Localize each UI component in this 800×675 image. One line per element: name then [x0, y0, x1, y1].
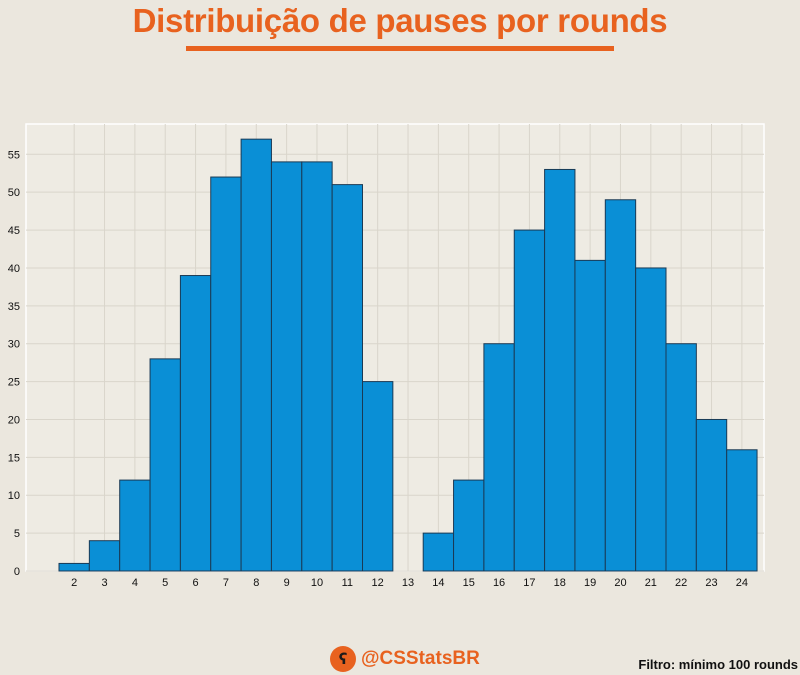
x-tick-label: 16 — [493, 577, 505, 589]
y-tick-label: 5 — [14, 528, 20, 540]
x-tick-label: 19 — [584, 577, 596, 589]
bar-7 — [210, 176, 242, 572]
y-tick-label: 25 — [8, 377, 20, 389]
x-tick-label: 24 — [736, 577, 748, 589]
bar-6 — [179, 275, 212, 572]
bar-24 — [726, 449, 758, 572]
filter-note: Filtro: mínimo 100 rounds — [638, 657, 798, 672]
x-tick-label: 20 — [614, 577, 626, 589]
y-tick-label: 10 — [8, 490, 20, 502]
x-tick-label: 13 — [402, 577, 414, 589]
bar-14 — [422, 532, 455, 572]
brand-handle: @CSStatsBR — [361, 648, 480, 669]
y-tick-label: 40 — [8, 263, 20, 275]
x-tick-label: 14 — [432, 577, 444, 589]
y-tick-label: 45 — [8, 225, 20, 237]
brand-badge: ʕ @CSStatsBR — [330, 645, 480, 673]
x-tick-label: 2 — [71, 577, 77, 589]
bar-17 — [513, 229, 546, 572]
y-tick-label: 35 — [8, 301, 20, 313]
x-tick-label: 11 — [342, 577, 353, 589]
bar-2 — [58, 562, 90, 572]
bear-face-icon: ʕ — [330, 646, 356, 672]
bar-21 — [635, 267, 667, 572]
bar-12 — [362, 381, 394, 572]
bar-22 — [665, 343, 697, 572]
title-underline — [186, 46, 614, 51]
bar-16 — [483, 343, 515, 572]
bar-19 — [574, 259, 606, 572]
y-tick-label: 0 — [14, 566, 20, 578]
bar-5 — [149, 358, 181, 572]
x-tick-label: 10 — [311, 577, 323, 589]
y-tick-label: 20 — [8, 414, 20, 426]
bar-23 — [695, 418, 728, 572]
x-tick-label: 23 — [705, 577, 717, 589]
x-tick-label: 18 — [554, 577, 566, 589]
bar-15 — [453, 479, 485, 572]
x-tick-label: 15 — [463, 577, 475, 589]
x-tick-label: 12 — [372, 577, 384, 589]
bar-4 — [119, 479, 151, 572]
y-tick-label: 55 — [8, 149, 20, 161]
bar-20 — [604, 199, 637, 572]
chart-title: Distribuição de pauses por rounds — [132, 2, 668, 39]
x-tick-label: 17 — [523, 577, 535, 589]
x-tick-label: 9 — [284, 577, 290, 589]
x-tick-label: 6 — [193, 577, 199, 589]
x-tick-label: 4 — [132, 577, 138, 589]
bar-3 — [88, 540, 121, 572]
x-tick-label: 8 — [253, 577, 259, 589]
bar-18 — [544, 168, 576, 572]
x-tick-label: 3 — [101, 577, 107, 589]
bar-10 — [301, 161, 333, 572]
bar-9 — [270, 161, 303, 572]
x-tick-label: 5 — [162, 577, 168, 589]
bar-11 — [331, 184, 363, 572]
x-tick-label: 7 — [223, 577, 229, 589]
y-tick-label: 50 — [8, 187, 20, 199]
x-tick-label: 22 — [675, 577, 687, 589]
bars-layer — [58, 138, 758, 572]
y-tick-label: 30 — [8, 339, 20, 351]
bar-8 — [240, 138, 272, 572]
y-tick-label: 15 — [8, 452, 20, 464]
x-tick-label: 21 — [645, 577, 657, 589]
